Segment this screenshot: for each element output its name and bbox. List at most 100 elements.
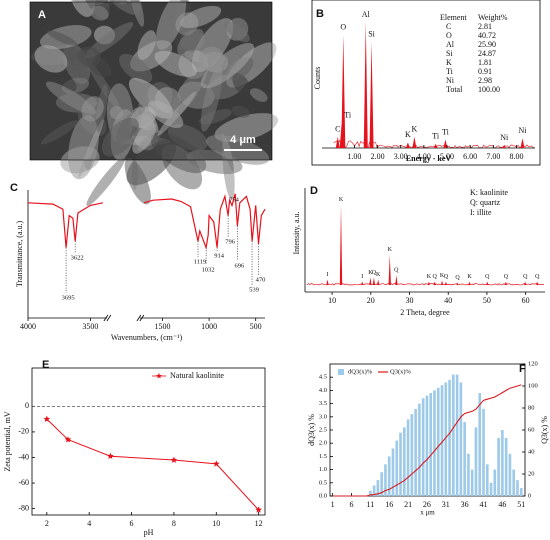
peak-label: Si (368, 29, 375, 38)
peak-label: Q (504, 274, 509, 280)
plot-frame (311, 0, 541, 166)
table-cell: 100.00 (478, 85, 500, 94)
sem-flake (77, 46, 101, 68)
cumulative-line (332, 384, 522, 497)
y-tick-label: 3.5 (319, 400, 327, 407)
axis-break (106, 314, 112, 322)
y-tick-label: -20 (18, 427, 29, 436)
y-tick-label: 4.5 (319, 374, 327, 381)
image-frame (29, 1, 273, 161)
peak (427, 281, 431, 285)
bar (497, 437, 500, 496)
x-tick-label: 12 (255, 519, 263, 528)
series-line (46, 418, 259, 511)
x-tick-label: 16 (385, 500, 393, 509)
peak (524, 281, 527, 285)
peak (444, 281, 448, 285)
peak (520, 138, 525, 148)
bar (384, 464, 387, 496)
peak-label: Q (433, 274, 438, 280)
table-cell: 2.98 (478, 76, 492, 85)
table-cell: Ni (446, 76, 455, 85)
bar (489, 482, 493, 496)
panel-label: B (316, 8, 324, 20)
peak (369, 277, 372, 285)
x-tick-label: 3.00 (394, 152, 408, 161)
peak-label: K (427, 274, 432, 280)
peak-label: 3622 (71, 254, 84, 261)
x-tick-label: 500 (250, 322, 262, 331)
bar (485, 464, 489, 496)
sem-flake (180, 5, 222, 29)
x-tick-label: 21 (404, 500, 412, 509)
peak (376, 279, 380, 285)
bar (410, 414, 414, 496)
peak-label: K (339, 197, 344, 203)
y2-tick-label: 20 (528, 470, 535, 477)
spectrum-line (27, 193, 266, 250)
peak-label: 696 (235, 262, 246, 269)
table-cell: 25.90 (478, 40, 496, 49)
x-tick-label: 7.00 (486, 152, 500, 161)
peak-label: K (405, 130, 411, 139)
table-cell: 2.81 (478, 22, 492, 31)
y-tick-label: 0.5 (319, 479, 327, 486)
x-axis-label: Wavenumbers, (cm⁻¹) (111, 333, 183, 342)
x-axis-label: Energy - keV (406, 154, 452, 163)
bar (459, 382, 463, 496)
bar (433, 390, 436, 496)
legend-text: dQ3(x)% (348, 368, 373, 375)
peak (412, 136, 417, 148)
sem-flake (34, 45, 68, 73)
sem-flake (202, 51, 229, 73)
y-tick-label: 0 (25, 401, 29, 410)
bar (406, 419, 410, 496)
x-tick-label: 11 (367, 500, 375, 509)
peak (339, 204, 343, 285)
bar (516, 480, 519, 496)
peak (504, 281, 508, 285)
y2-tick-label: 120 (528, 360, 538, 367)
bar (440, 385, 444, 496)
table-cell: K (446, 58, 452, 67)
sem-flake (68, 114, 99, 180)
bar (463, 422, 466, 496)
sem-flake (40, 120, 79, 145)
y-axis-label: Counts (313, 67, 322, 90)
x-tick-label: 6 (130, 519, 134, 528)
peak-label: O (340, 22, 346, 31)
y-axis-label: dQ3(x) % (307, 414, 316, 446)
peak-label: K (388, 247, 393, 253)
peak (443, 139, 448, 148)
axis-break (136, 314, 142, 322)
baseline (306, 283, 545, 286)
peak (395, 275, 398, 285)
y-tick-label: -60 (18, 478, 29, 487)
y-tick-label: 2.5 (319, 426, 327, 433)
bar (508, 453, 512, 496)
x-tick-label: 8.00 (509, 152, 523, 161)
y2-tick-label: 0 (528, 492, 531, 499)
peak (440, 280, 444, 285)
x-tick-label: 1000 (201, 322, 217, 331)
y-tick-label: 3.0 (319, 413, 327, 420)
peak (341, 34, 346, 148)
y2-tick-label: 100 (528, 382, 538, 389)
x-tick-label: 8 (172, 519, 176, 528)
point (43, 415, 51, 422)
x-tick-label: 2 (45, 519, 49, 528)
legend-text: I: illite (470, 208, 492, 217)
peak (468, 281, 471, 285)
peak-label: Ti (442, 127, 450, 136)
bar (402, 427, 406, 496)
bar (504, 437, 508, 496)
panel-label: A (38, 9, 46, 21)
bar (470, 469, 474, 496)
sem-flake (136, 114, 155, 131)
x-tick-label: 6.00 (463, 152, 477, 161)
y-tick-label: -80 (18, 503, 29, 512)
peak-label: K (376, 272, 381, 278)
sem-flake (84, 22, 134, 59)
x-axis-label: x μm (420, 509, 435, 517)
x-tick-label: 6 (349, 500, 353, 509)
